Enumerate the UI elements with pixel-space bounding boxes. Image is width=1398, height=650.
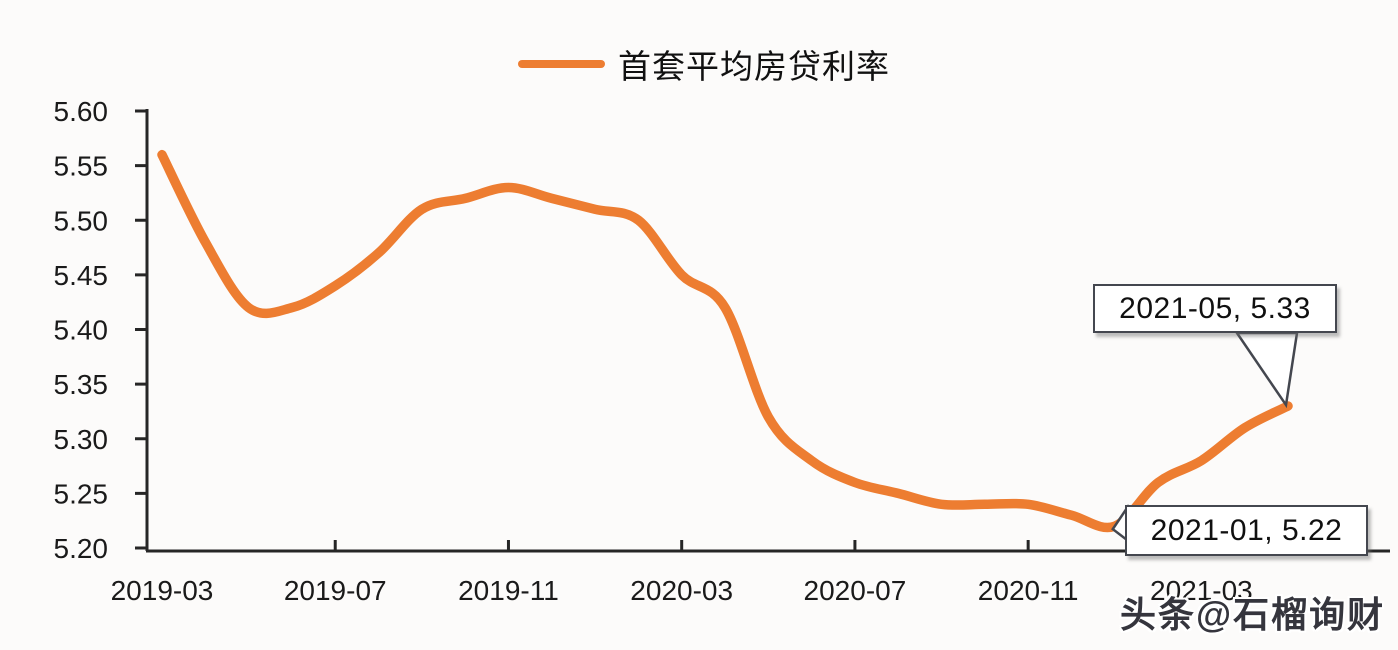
annotation-callout-2021-01: 2021-01, 5.22 xyxy=(1125,505,1368,556)
y-axis-tick-label: 5.45 xyxy=(54,260,109,291)
legend-label: 首套平均房贷利率 xyxy=(618,48,890,85)
x-axis-tick-label: 2019-03 xyxy=(111,575,214,606)
y-axis-tick-label: 5.40 xyxy=(54,315,109,346)
y-axis-tick-label: 5.55 xyxy=(54,151,109,182)
annotation-text: 2021-01, 5.22 xyxy=(1150,513,1343,547)
annotation-callout-2021-05: 2021-05, 5.33 xyxy=(1093,284,1337,333)
watermark: 头条@石榴询财 xyxy=(1120,594,1386,635)
y-axis-tick-label: 5.20 xyxy=(54,533,109,564)
legend-line-marker xyxy=(518,60,605,68)
x-axis-tick-label: 2020-11 xyxy=(978,575,1079,606)
y-axis-tick-label: 5.35 xyxy=(54,369,109,400)
annotation-text: 2021-05, 5.33 xyxy=(1119,291,1311,325)
y-axis-tick-label: 5.60 xyxy=(54,96,109,127)
x-axis-tick-label: 2019-07 xyxy=(284,575,387,606)
x-axis-tick-label: 2020-03 xyxy=(630,575,733,606)
legend: 首套平均房贷利率 xyxy=(518,44,890,85)
callout-tail-2021-05 xyxy=(1234,331,1299,409)
y-axis-tick-label: 5.25 xyxy=(54,478,109,509)
y-axis-tick-label: 5.30 xyxy=(54,424,109,455)
rate-line-series xyxy=(157,149,1293,533)
y-axis-tick-label: 5.50 xyxy=(54,205,109,236)
x-axis-tick-label: 2020-07 xyxy=(804,575,907,606)
x-axis-tick-label: 2019-11 xyxy=(458,575,559,606)
x-axis-tick-label: 2021-03 xyxy=(1150,575,1253,606)
